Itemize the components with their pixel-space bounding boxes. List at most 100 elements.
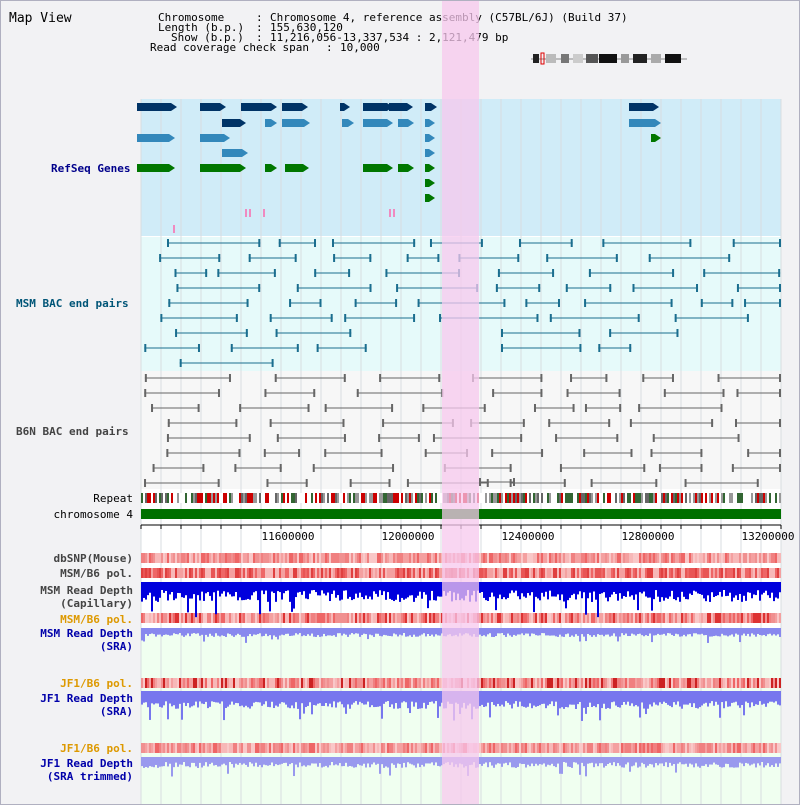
msm-b6-pol-2-cell	[637, 613, 639, 623]
msm-bac-pair-end	[314, 269, 317, 277]
msm-b6-pol-cell	[715, 568, 717, 578]
msm-sra-depth-bar	[313, 628, 315, 637]
msm-b6-pol-cell	[245, 568, 247, 578]
track-label-chromosome[interactable]: chromosome 4	[53, 508, 133, 521]
msm-sra-depth-bar	[605, 628, 607, 635]
msm-capillary-depth-bar	[505, 582, 507, 600]
dbsnp-cell	[633, 553, 635, 563]
jf1-b6-pol-cell	[689, 678, 691, 688]
repeat-element	[661, 493, 663, 503]
repeat-element	[563, 493, 565, 503]
msm-b6-pol-cell	[235, 568, 237, 578]
jf1-sra-depth-bar	[419, 691, 421, 709]
b6n-bac-pair-end	[144, 479, 147, 487]
jf1-b6-pol-cell	[511, 678, 513, 688]
jf1-trimmed-depth-bar	[537, 757, 539, 766]
jf1-trimmed-depth-bar	[339, 757, 341, 764]
jf1-b6-pol-cell	[771, 678, 773, 688]
jf1-b6-pol-2-cell	[185, 743, 187, 753]
msm-b6-pol-2-cell	[185, 613, 187, 623]
msm-b6-pol-2-cell	[191, 613, 193, 623]
dbsnp-cell	[667, 553, 669, 563]
repeat-element	[243, 493, 245, 503]
msm-capillary-depth-bar	[515, 582, 517, 591]
jf1-b6-pol-cell	[563, 678, 565, 688]
b6n-bac-pair-end	[570, 374, 573, 382]
msm-capillary-depth-bar	[141, 582, 143, 602]
msm-capillary-depth-bar	[629, 582, 631, 597]
track-label-jf1-read-depth-trimmed[interactable]: JF1 Read Depth (SRA trimmed)	[40, 757, 133, 783]
jf1-sra-depth-bar	[595, 691, 597, 708]
track-label-jf1-b6-pol[interactable]: JF1/B6 pol.	[60, 677, 133, 690]
jf1-b6-pol-2-cell	[147, 743, 149, 753]
msm-b6-pol-cell	[241, 568, 243, 578]
track-label-dbsnp[interactable]: dbSNP(Mouse)	[53, 552, 133, 565]
track-label-repeat[interactable]: Repeat	[93, 492, 133, 505]
msm-b6-pol-cell	[353, 568, 355, 578]
jf1-trimmed-depth-bar	[543, 757, 545, 764]
track-label-msm-b6-pol[interactable]: MSM/B6 pol.	[60, 567, 133, 580]
msm-sra-depth-bar	[515, 628, 517, 636]
b6n-bac-pair-end	[263, 449, 266, 457]
msm-capillary-depth-bar	[375, 582, 377, 594]
track-label-msm-bac[interactable]: MSM BAC end pairs	[16, 297, 129, 310]
msm-capillary-depth-bar	[713, 582, 715, 598]
jf1-sra-depth-bar	[511, 691, 513, 709]
jf1-sra-depth-bar	[585, 691, 587, 714]
jf1-sra-depth-bar	[515, 691, 517, 702]
track-label-msm-b6-pol-2[interactable]: MSM/B6 pol.	[60, 613, 133, 626]
msm-sra-depth-bar	[387, 628, 389, 636]
jf1-b6-pol-cell	[603, 678, 605, 688]
jf1-b6-pol-cell	[435, 678, 437, 688]
msm-capillary-depth-bar	[701, 582, 703, 595]
msm-capillary-depth-bar	[289, 582, 291, 602]
jf1-sra-depth-bar	[773, 691, 775, 703]
msm-b6-pol-cell	[493, 568, 495, 578]
ideogram-band	[651, 54, 661, 63]
msm-sra-depth-bar	[339, 628, 341, 634]
jf1-sra-depth-bar	[715, 691, 717, 702]
jf1-sra-depth-bar	[175, 691, 177, 709]
msm-b6-pol-cell	[417, 568, 419, 578]
jf1-trimmed-depth-bar	[613, 757, 615, 763]
dbsnp-cell	[725, 553, 727, 563]
jf1-trimmed-depth-bar	[217, 757, 219, 767]
jf1-b6-pol-2-cell	[549, 743, 551, 753]
msm-b6-pol-2-cell	[557, 613, 559, 623]
track-label-msm-read-depth-sra[interactable]: MSM Read Depth (SRA)	[40, 627, 133, 653]
msm-capillary-depth-bar	[329, 582, 331, 602]
msm-b6-pol-cell	[719, 568, 721, 578]
gene-arrow	[408, 119, 414, 127]
track-label-jf1-read-depth-sra[interactable]: JF1 Read Depth (SRA)	[40, 692, 133, 718]
jf1-b6-pol-2-cell	[723, 743, 725, 753]
b6n-bac-pair-end	[540, 389, 543, 397]
msm-b6-pol-2-cell	[339, 613, 341, 623]
msm-b6-pol-cell	[569, 568, 571, 578]
jf1-sra-depth-bar	[307, 691, 309, 706]
msm-b6-pol-cell	[709, 568, 711, 578]
track-label-msm-read-depth-capillary[interactable]: MSM Read Depth (Capillary)	[40, 584, 133, 610]
repeat-element	[573, 493, 575, 503]
msm-b6-pol-cell	[563, 568, 565, 578]
track-label-jf1-b6-pol-2[interactable]: JF1/B6 pol.	[60, 742, 133, 755]
jf1-trimmed-depth-bar	[197, 757, 199, 768]
repeat-element	[651, 493, 653, 503]
jf1-b6-pol-cell	[743, 678, 745, 688]
msm-capillary-depth-bar	[163, 582, 165, 593]
jf1-sra-depth-bar	[735, 691, 737, 702]
jf1-b6-pol-2-cell	[253, 743, 255, 753]
msm-b6-pol-cell	[305, 568, 307, 578]
jf1-sra-depth-bar	[649, 691, 651, 705]
msm-b6-pol-cell	[143, 568, 145, 578]
msm-b6-pol-cell	[527, 568, 529, 578]
track-label-b6n-bac[interactable]: B6N BAC end pairs	[16, 425, 129, 438]
dbsnp-cell	[399, 553, 401, 563]
jf1-trimmed-depth-bar	[479, 757, 481, 765]
track-label-refseq[interactable]: RefSeq Genes	[51, 162, 131, 175]
jf1-sra-depth-bar	[691, 691, 693, 708]
dbsnp-cell	[269, 553, 271, 563]
jf1-sra-depth-bar	[203, 691, 205, 705]
msm-b6-pol-2-cell	[523, 613, 525, 623]
